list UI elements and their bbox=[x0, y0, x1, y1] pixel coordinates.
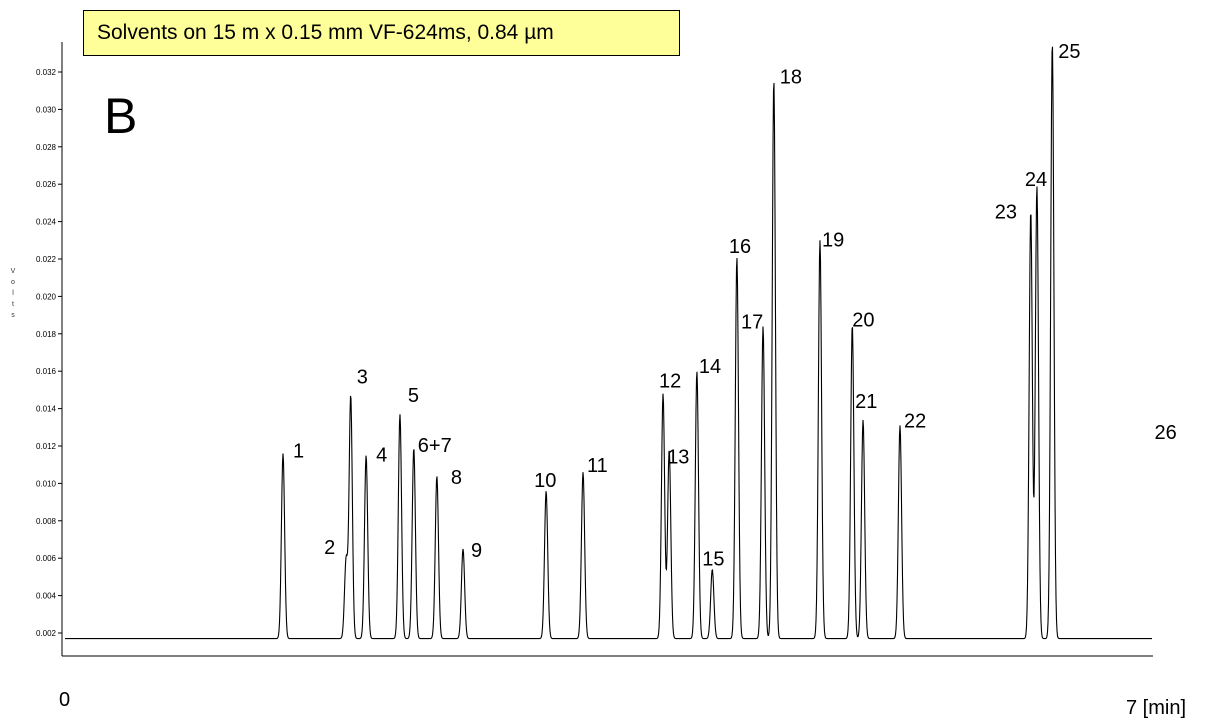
y-tick-label: 0.022 bbox=[36, 255, 57, 264]
y-tick-label: 0.002 bbox=[36, 629, 57, 638]
y-tick-label: 0.030 bbox=[36, 105, 57, 114]
peak-label-24: 24 bbox=[1025, 169, 1047, 191]
y-axis-label-char: o bbox=[11, 279, 15, 286]
y-tick-label: 0.012 bbox=[36, 442, 57, 451]
y-ticks: 0.002 0.004 0.006 0.008 0.010 0.012 0.014 0.016… bbox=[36, 68, 62, 638]
peak-label-23: 23 bbox=[995, 201, 1017, 223]
y-tick-label: 0.032 bbox=[36, 68, 57, 77]
peak-label-13: 13 bbox=[667, 447, 689, 469]
y-tick-label: 0.020 bbox=[36, 292, 57, 301]
peak-label-12: 12 bbox=[659, 371, 681, 393]
peak-label-20: 20 bbox=[852, 309, 874, 331]
peak-label-3: 3 bbox=[357, 367, 368, 389]
y-tick-label: 0.014 bbox=[36, 405, 57, 414]
peak-label-18: 18 bbox=[780, 67, 802, 89]
peak-label-25: 25 bbox=[1058, 41, 1080, 63]
y-tick-label: 0.018 bbox=[36, 330, 57, 339]
y-tick-label: 0.006 bbox=[36, 554, 57, 563]
y-tick-label: 0.008 bbox=[36, 517, 57, 526]
peak-label-10: 10 bbox=[534, 470, 556, 492]
chart-title: Solvents on 15 m x 0.15 mm VF-624ms, 0.8… bbox=[83, 10, 680, 56]
peak-labels: 123456+789101112131415161718192021222324… bbox=[293, 41, 1177, 570]
peak-label-26: 26 bbox=[1155, 422, 1177, 444]
panel-label: B bbox=[104, 88, 138, 144]
y-axis-label-char: t bbox=[12, 301, 14, 308]
y-axis-label-char: V bbox=[10, 268, 16, 275]
y-tick-label: 0.004 bbox=[36, 592, 57, 601]
peak-label-15: 15 bbox=[702, 548, 724, 570]
peak-label-22: 22 bbox=[904, 410, 926, 432]
y-tick-label: 0.024 bbox=[36, 218, 57, 227]
peak-label-2: 2 bbox=[324, 537, 335, 559]
peak-label-16: 16 bbox=[729, 236, 751, 258]
peak-label-4: 4 bbox=[376, 444, 387, 466]
y-axis-label-char: s bbox=[11, 312, 15, 319]
x-tick-label-end: 7 [min] bbox=[1126, 697, 1187, 719]
peak-label-17: 17 bbox=[741, 311, 763, 333]
y-tick-label: 0.010 bbox=[36, 479, 57, 488]
peak-label-14: 14 bbox=[699, 356, 721, 378]
peak-label-11: 11 bbox=[587, 455, 608, 477]
chromatogram-trace bbox=[65, 46, 1152, 640]
peak-label-21: 21 bbox=[855, 391, 877, 413]
peak-label-6-7: 6+7 bbox=[418, 435, 452, 457]
peak-label-5: 5 bbox=[408, 385, 419, 407]
y-tick-label: 0.028 bbox=[36, 143, 57, 152]
x-tick-label-start: 0 bbox=[59, 689, 71, 711]
y-axis-label-char: l bbox=[12, 290, 14, 297]
axes bbox=[61, 42, 1153, 657]
peak-label-1: 1 bbox=[293, 441, 304, 463]
y-tick-label: 0.016 bbox=[36, 367, 57, 376]
y-tick-label: 0.026 bbox=[36, 180, 57, 189]
peak-label-8: 8 bbox=[451, 467, 462, 489]
peak-label-19: 19 bbox=[822, 229, 844, 251]
peak-label-9: 9 bbox=[471, 540, 482, 562]
